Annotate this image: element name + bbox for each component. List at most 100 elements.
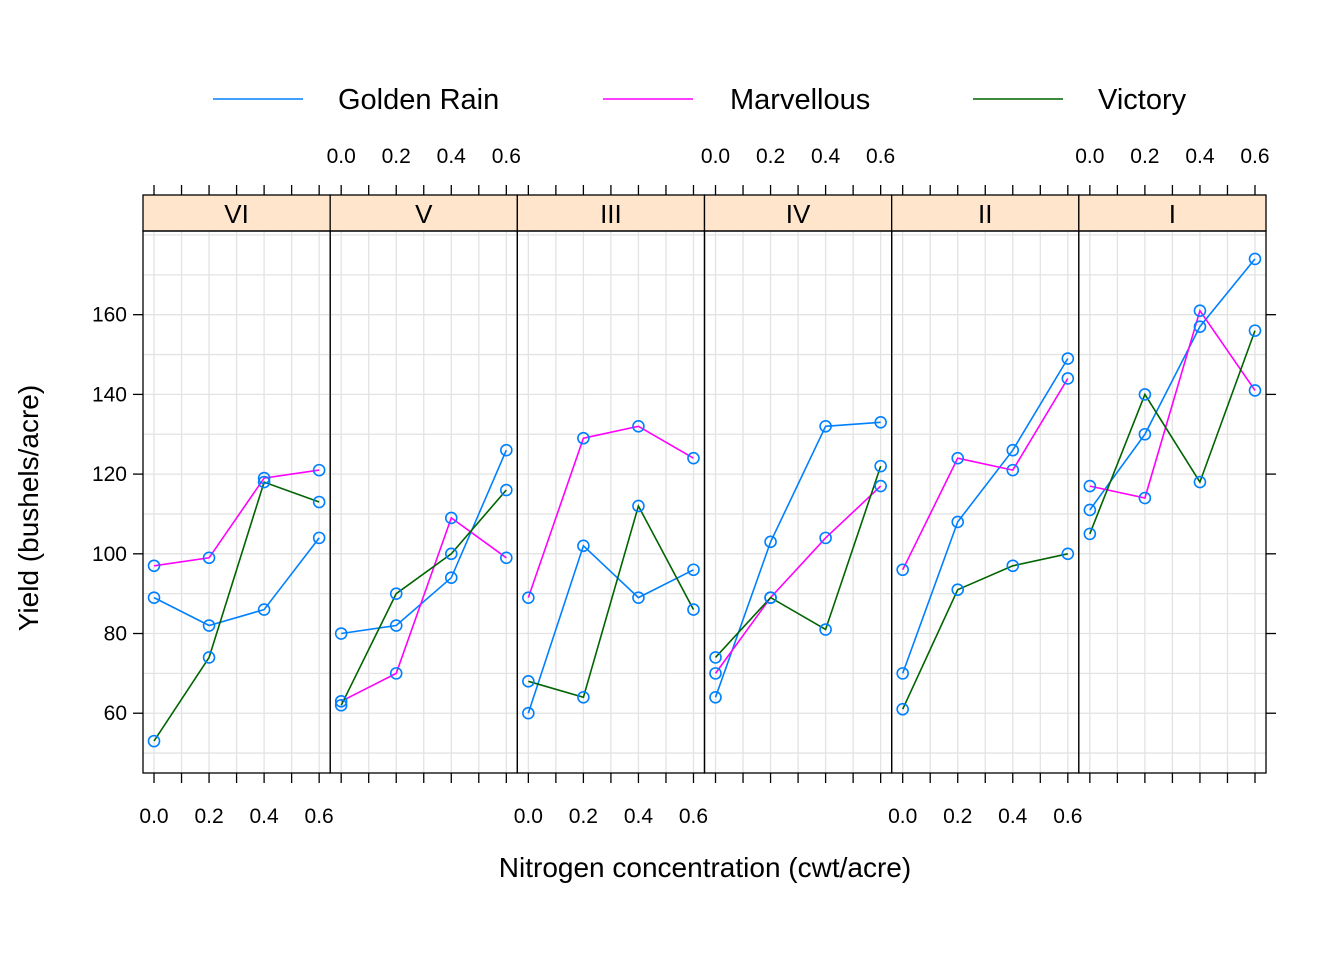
data-point — [312, 531, 326, 545]
data-point — [1006, 463, 1020, 477]
data-point — [874, 479, 887, 493]
series-line-golden-rain — [527, 544, 694, 714]
series-line-marvellous — [153, 469, 320, 567]
x-tick-label-bottom: 0.4 — [998, 805, 1028, 828]
series-line-marvellous — [901, 378, 1069, 571]
data-point — [1248, 324, 1262, 337]
chart-panels: VI V III IV II I — [142, 194, 1267, 774]
y-tick-label: 100 — [92, 543, 127, 566]
data-point — [257, 475, 271, 489]
x-tick-label-top: 0.0 — [1075, 145, 1104, 168]
x-tick-label-top: 0.4 — [437, 145, 467, 168]
data-point — [1006, 559, 1020, 573]
panel-strip-label: III — [600, 199, 622, 229]
legend: Golden Rain Marvellous Victory — [213, 84, 1187, 116]
data-point — [202, 551, 216, 565]
series-line-victory — [901, 553, 1068, 710]
x-tick-label-top: 0.6 — [492, 145, 521, 168]
series-line-victory — [1089, 330, 1256, 535]
x-tick-label-top: 0.4 — [1185, 145, 1215, 168]
data-point — [312, 463, 326, 477]
data-point — [1193, 304, 1207, 318]
panel-strip-label: VI — [224, 199, 249, 229]
data-point — [147, 559, 161, 573]
data-point — [1083, 527, 1097, 541]
data-point — [764, 591, 777, 604]
data-point — [1248, 384, 1262, 397]
data-point — [1061, 547, 1075, 561]
x-tick-label-bottom: 0.2 — [569, 805, 598, 828]
x-tick-label-bottom: 0.6 — [679, 805, 708, 828]
data-point — [632, 419, 645, 433]
y-tick-label: 60 — [104, 702, 127, 725]
data-point — [951, 583, 965, 596]
panel-I: I — [1078, 194, 1267, 774]
data-point — [334, 694, 348, 708]
series-line-victory — [714, 465, 882, 658]
panel-strip — [891, 194, 1080, 232]
x-tick-label-bottom: 0.2 — [943, 805, 972, 828]
data-point — [1006, 443, 1020, 457]
data-point — [500, 443, 513, 457]
data-point — [577, 431, 590, 445]
data-point — [1248, 252, 1262, 266]
data-point — [444, 547, 458, 561]
data-point — [896, 702, 909, 716]
data-point — [1061, 372, 1075, 385]
data-point — [577, 539, 590, 553]
panel-III: III — [516, 194, 706, 774]
series-line-golden-rain — [341, 449, 508, 635]
data-point — [951, 451, 965, 465]
panel-VI: VI — [142, 194, 331, 774]
data-point — [334, 698, 348, 712]
data-point — [257, 603, 271, 616]
panel-strip-label: IV — [786, 199, 811, 229]
data-point — [632, 499, 645, 513]
data-point — [951, 515, 965, 529]
x-tick-label-bottom: 0.0 — [514, 805, 543, 828]
x-tick-label-top: 0.2 — [756, 145, 785, 168]
series-line-marvellous — [714, 485, 882, 674]
series-line-marvellous — [340, 516, 507, 703]
data-point — [1138, 491, 1152, 505]
data-point — [1083, 479, 1097, 493]
data-point — [709, 690, 722, 704]
series-line-golden-rain — [1089, 258, 1256, 511]
data-point — [389, 619, 403, 632]
data-point — [147, 734, 161, 748]
x-tick-label-top: 0.0 — [327, 145, 356, 168]
panel-strip — [1078, 194, 1267, 232]
series-line-victory — [528, 503, 695, 699]
legend-label-marvellous: Marvellous — [730, 84, 870, 116]
panel-IV: IV — [703, 194, 893, 774]
x-tick-label-top: 0.4 — [811, 145, 841, 168]
x-tick-label-top: 0.6 — [1240, 145, 1269, 168]
panel-strip — [329, 194, 518, 232]
data-point — [1138, 388, 1152, 401]
y-axis-title: Yield (bushels/acre) — [13, 385, 44, 631]
y-tick-label: 160 — [92, 304, 127, 327]
x-tick-label-top: 0.0 — [701, 145, 730, 168]
series-line-victory — [340, 489, 507, 706]
x-tick-label-top: 0.6 — [866, 145, 895, 168]
panel-strip-label: II — [978, 199, 992, 229]
data-point — [687, 603, 700, 616]
data-point — [522, 675, 535, 688]
data-point — [709, 667, 722, 680]
data-point — [1061, 352, 1075, 365]
data-point — [874, 415, 887, 429]
data-point — [147, 591, 161, 604]
data-point — [522, 706, 535, 720]
data-point — [1083, 503, 1097, 517]
data-point — [202, 619, 216, 632]
panel-strip-label: I — [1169, 199, 1176, 229]
axis-ticks: 60 80 100 120 140 160 0.0 0.2 0.4 0.6 0.0 0.2 0.4 0.6… — [92, 145, 1276, 828]
x-tick-label-bottom: 0.0 — [888, 805, 917, 828]
x-tick-label-bottom: 0.4 — [250, 805, 280, 828]
data-point — [444, 511, 458, 525]
data-point — [819, 623, 832, 636]
x-tick-label-bottom: 0.6 — [305, 805, 334, 828]
x-tick-label-bottom: 0.0 — [139, 805, 168, 828]
data-point — [577, 690, 590, 704]
